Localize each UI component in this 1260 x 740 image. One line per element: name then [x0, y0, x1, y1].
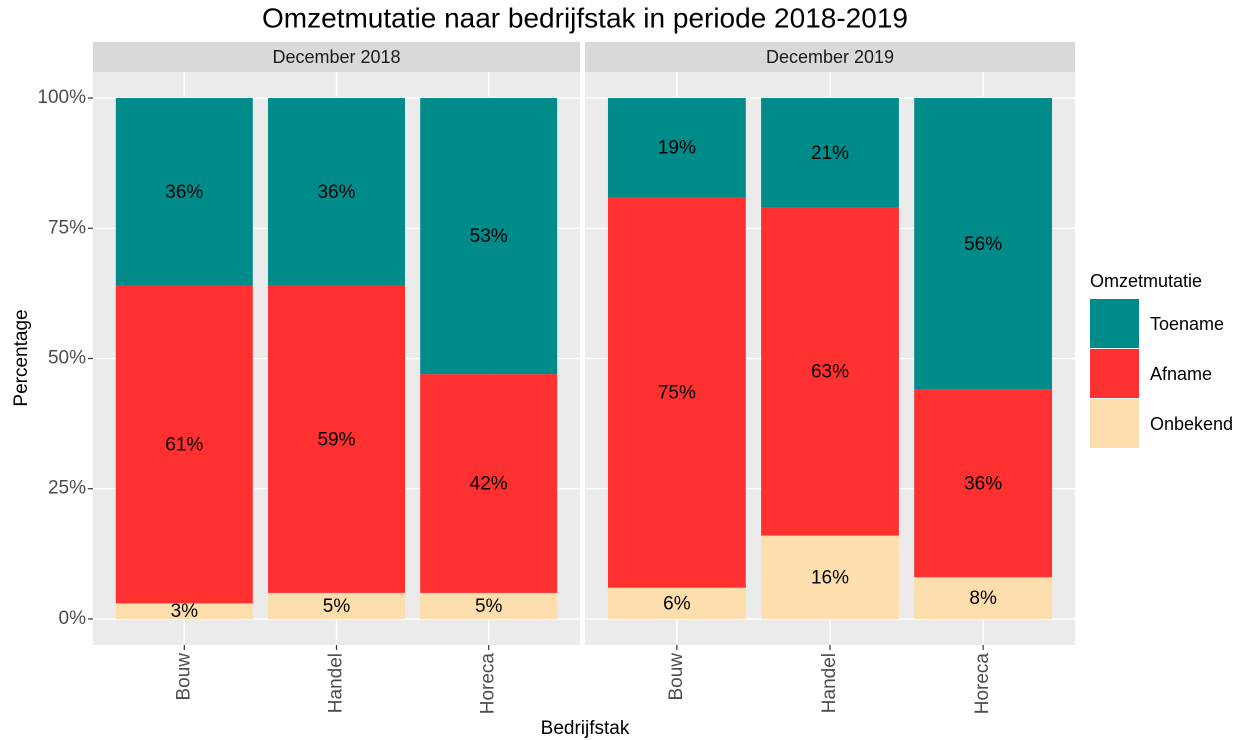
data-label: 36%: [964, 474, 1002, 495]
panel-title: December 2019: [766, 47, 894, 67]
legend-label: Afname: [1150, 364, 1212, 384]
legend-key: [1090, 299, 1139, 348]
data-label: 16%: [811, 567, 849, 588]
data-label: 61%: [165, 434, 203, 455]
data-label: 6%: [663, 593, 691, 614]
data-label: 63%: [811, 362, 849, 383]
bar-segment: [420, 374, 558, 593]
y-tick-label: 0%: [59, 608, 87, 629]
bar-segment: [761, 207, 899, 536]
bar-segment: [607, 197, 746, 588]
y-tick-label: 50%: [48, 348, 86, 369]
strip-background: [93, 42, 580, 72]
data-label: 36%: [317, 182, 355, 203]
bar-segment: [115, 603, 253, 619]
bar-segment: [914, 577, 1053, 619]
data-label: 56%: [964, 234, 1002, 255]
bar-segment: [914, 98, 1053, 390]
y-tick-label: 25%: [48, 478, 86, 499]
panel-title: December 2018: [272, 47, 400, 67]
chart-title: Omzetmutatie naar bedrijfstak in periode…: [262, 2, 908, 33]
data-label: 53%: [470, 226, 508, 247]
data-label: 59%: [317, 429, 355, 450]
y-tick-label: 100%: [37, 87, 86, 108]
x-tick-label: Bouw: [173, 653, 194, 701]
y-tick-label: 75%: [48, 217, 86, 238]
legend-key: [1090, 399, 1139, 448]
legend-label: Onbekend: [1150, 414, 1233, 434]
strip-background: [585, 42, 1075, 72]
data-label: 21%: [811, 143, 849, 164]
data-label: 3%: [171, 601, 199, 622]
data-label: 36%: [165, 182, 203, 203]
bar-segment: [607, 98, 746, 198]
bar-segment: [268, 592, 405, 619]
y-axis-label: Percentage: [11, 309, 32, 406]
x-tick-label: Bouw: [666, 653, 687, 701]
bar-segment: [914, 389, 1053, 578]
data-label: 19%: [658, 138, 696, 159]
x-tick-label: Horeca: [478, 653, 499, 715]
bar-segment: [420, 98, 558, 375]
x-tick-label: Handel: [819, 653, 840, 713]
bar-segment: [761, 535, 899, 619]
data-label: 75%: [658, 382, 696, 403]
legend-key: [1090, 349, 1139, 398]
data-label: 8%: [969, 588, 997, 609]
data-label: 42%: [470, 474, 508, 495]
x-tick-label: Horeca: [972, 653, 993, 715]
data-label: 5%: [475, 596, 503, 617]
bar-segment: [420, 592, 558, 619]
x-axis-label: Bedrijfstak: [541, 718, 630, 739]
bar-segment: [268, 98, 405, 286]
bar-segment: [607, 587, 746, 619]
bar-segment: [115, 285, 253, 604]
data-label: 5%: [323, 596, 351, 617]
legend-title: Omzetmutatie: [1090, 271, 1202, 291]
x-tick-label: Handel: [326, 653, 347, 713]
bar-segment: [268, 285, 405, 593]
legend-label: Toename: [1150, 314, 1224, 334]
bar-segment: [761, 98, 899, 208]
bar-segment: [115, 98, 253, 286]
